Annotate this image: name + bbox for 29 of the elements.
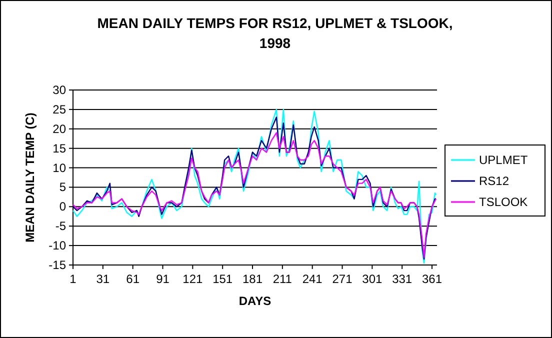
x-tick-label: 1 <box>70 272 77 286</box>
x-axis-title: DAYS <box>238 294 272 308</box>
x-tick-label: 61 <box>126 272 140 286</box>
y-tick-label: -15 <box>48 258 66 272</box>
chart-title: MEAN DAILY TEMPS FOR RS12, UPLMET & TSLOOK, 1998 <box>97 15 453 51</box>
x-tick-label: 241 <box>302 272 323 286</box>
y-tick-label: 10 <box>52 160 66 175</box>
x-tick-label: 31 <box>96 272 110 286</box>
y-tick-label: 20 <box>52 122 66 136</box>
y-tick-label: 25 <box>52 102 66 116</box>
x-tick-label: 361 <box>422 272 442 286</box>
y-tick-label: 15 <box>52 141 66 156</box>
x-tick-label: 181 <box>242 272 263 286</box>
y-tick-label: 5 <box>59 180 66 194</box>
x-tick-label: 151 <box>212 272 233 286</box>
x-tick-label: 211 <box>272 272 292 286</box>
y-axis-title: MEAN DAILY TEMP (C) <box>23 112 37 242</box>
y-tick-label: 0 <box>59 200 66 214</box>
x-tick-label: 301 <box>362 272 383 286</box>
legend-label: UPLMET <box>479 153 528 167</box>
x-tick-label: 331 <box>392 272 412 286</box>
y-tick-label: -10 <box>48 238 66 253</box>
x-tick-label: 121 <box>182 272 204 286</box>
legend-label: RS12 <box>479 174 510 188</box>
y-tick-label: -5 <box>55 219 66 234</box>
x-tick-label: 271 <box>332 272 353 286</box>
x-tick-label: 91 <box>156 272 170 286</box>
y-tick-label: 30 <box>52 83 66 97</box>
legend-label: TSLOOK <box>479 195 528 209</box>
